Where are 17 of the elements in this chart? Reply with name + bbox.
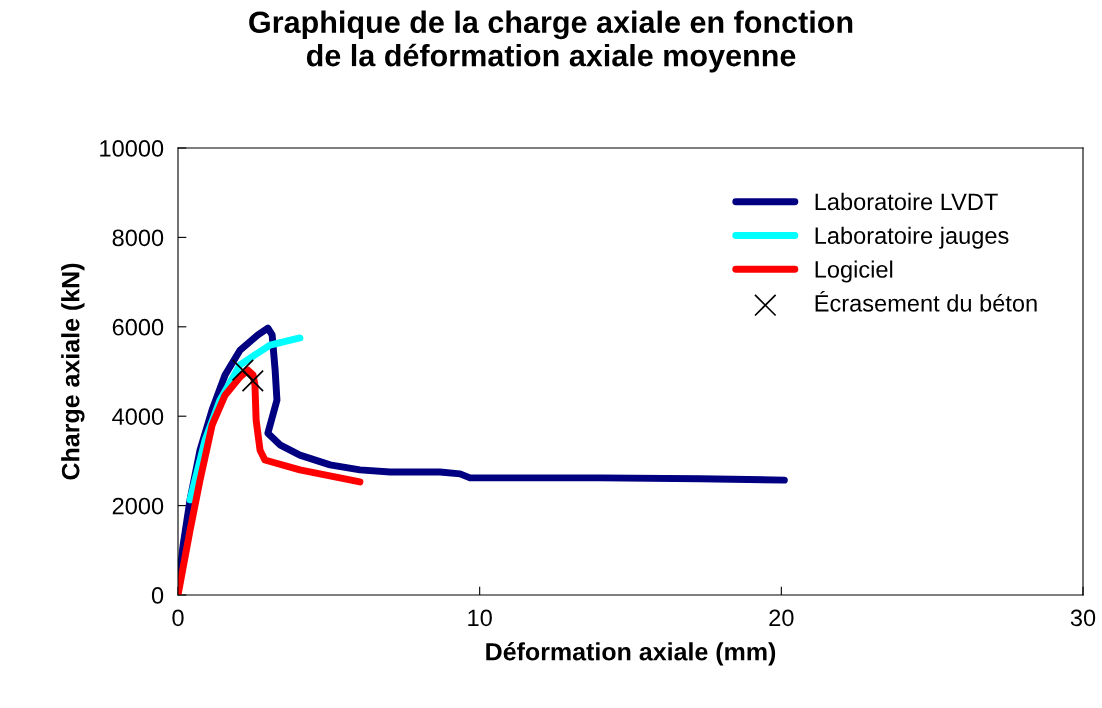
x-axis-title: Déformation axiale (mm) bbox=[486, 642, 776, 666]
y-tick-label: 0 bbox=[151, 587, 164, 604]
legend-label: Écrasement du béton bbox=[815, 290, 1037, 312]
y-tick-label: 2000 bbox=[112, 497, 164, 515]
legend-label: Laboratoire LVDT bbox=[815, 192, 998, 211]
x-tick-label: 20 bbox=[769, 609, 794, 627]
x-tick-label: 30 bbox=[1070, 609, 1096, 627]
legend-label: Logiciel bbox=[815, 260, 893, 283]
x-tick-label: 0 bbox=[172, 609, 184, 627]
y-tick-label: 10000 bbox=[100, 140, 164, 157]
y-tick-label: 4000 bbox=[112, 408, 164, 425]
y-tick-label: 6000 bbox=[112, 318, 164, 336]
chart-title: Graphique de la charge axiale en fonction de la déformation axiale moyenne bbox=[249, 10, 853, 73]
legend-label: Laboratoire jauges bbox=[815, 226, 1009, 249]
y-axis-title: Charge axiale (kN) bbox=[61, 263, 85, 480]
y-tick-label: 8000 bbox=[112, 229, 164, 247]
x-tick-label: 10 bbox=[468, 609, 492, 627]
